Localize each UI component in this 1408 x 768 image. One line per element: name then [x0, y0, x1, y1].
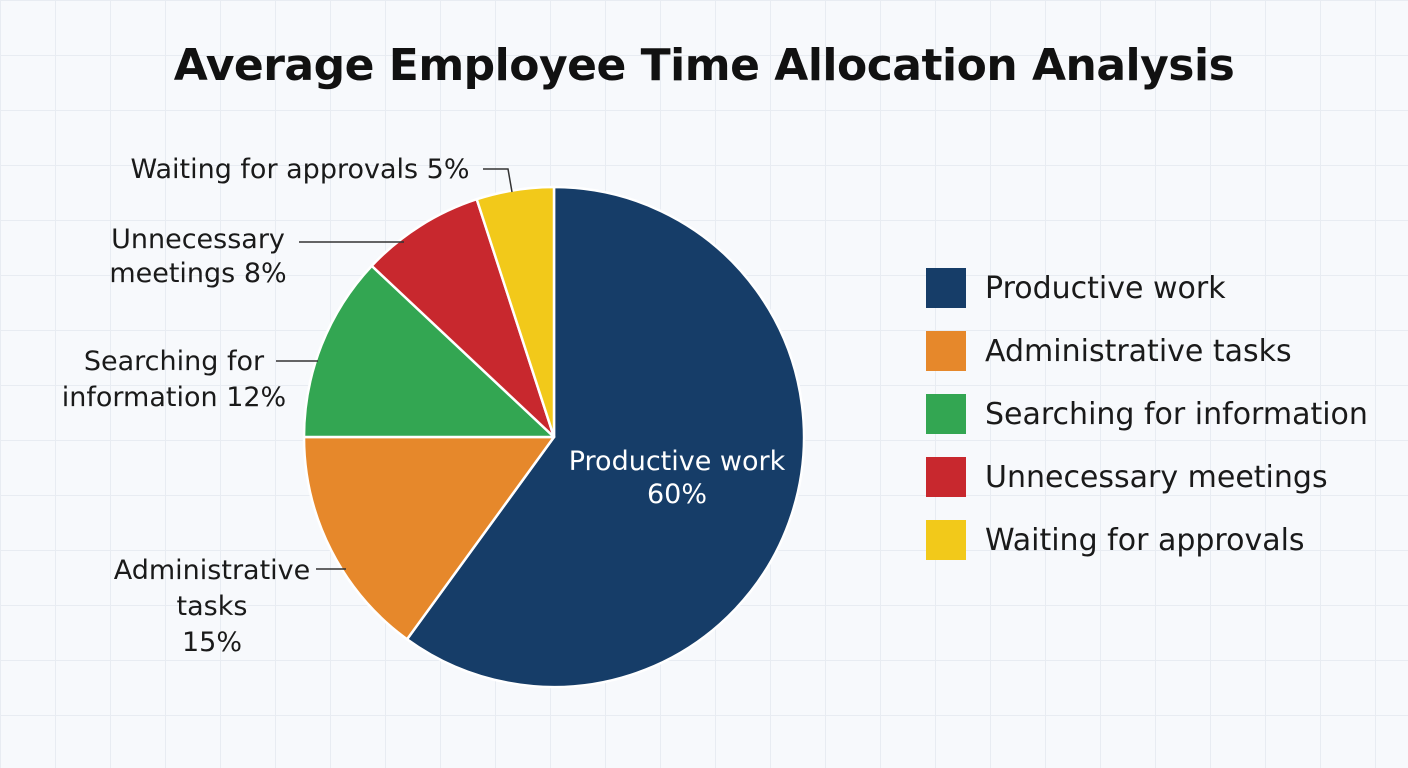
slice-label-waiting-for-approvals: Waiting for approvals 5%	[130, 154, 469, 185]
legend-label: Unnecessary meetings	[985, 459, 1328, 495]
legend-label: Searching for information	[985, 396, 1368, 432]
legend: Productive work Administrative tasks Searc…	[926, 268, 1368, 583]
pie-slice-administrative-tasks	[302, 435, 556, 641]
leader-line-waiting-for-approvals	[483, 168, 513, 193]
pie-slice-searching-for-information	[302, 264, 556, 439]
callout-leader-lines	[276, 168, 513, 570]
slice-labels: Productive work 60% Administrative tasks 15%…	[62, 154, 786, 658]
chart-title: Average Employee Time Allocation Analysi…	[173, 40, 1235, 91]
legend-swatch	[926, 520, 966, 560]
pie-slice-waiting-for-approvals	[475, 185, 556, 439]
pie-slices	[302, 185, 806, 689]
legend-item-searching-for-information: Searching for information	[926, 394, 1368, 434]
legend-swatch	[926, 394, 966, 434]
slice-label-searching-for-information: Searching for information 12%	[62, 346, 286, 413]
legend-swatch	[926, 331, 966, 371]
legend-item-productive-work: Productive work	[926, 268, 1368, 308]
slice-label-productive-work: Productive work 60%	[569, 446, 786, 510]
legend-item-waiting-for-approvals: Waiting for approvals	[926, 520, 1368, 560]
legend-label: Waiting for approvals	[985, 522, 1305, 558]
legend-item-unnecessary-meetings: Unnecessary meetings	[926, 457, 1368, 497]
slice-label-administrative-tasks: Administrative tasks 15%	[114, 555, 311, 658]
slice-label-unnecessary-meetings: Unnecessary meetings 8%	[109, 224, 286, 289]
legend-swatch	[926, 268, 966, 308]
legend-label: Administrative tasks	[985, 333, 1292, 369]
pie-slice-unnecessary-meetings	[370, 197, 556, 439]
legend-label: Productive work	[985, 270, 1226, 306]
legend-swatch	[926, 457, 966, 497]
pie-slice-productive-work	[405, 185, 806, 689]
legend-item-administrative-tasks: Administrative tasks	[926, 331, 1368, 371]
